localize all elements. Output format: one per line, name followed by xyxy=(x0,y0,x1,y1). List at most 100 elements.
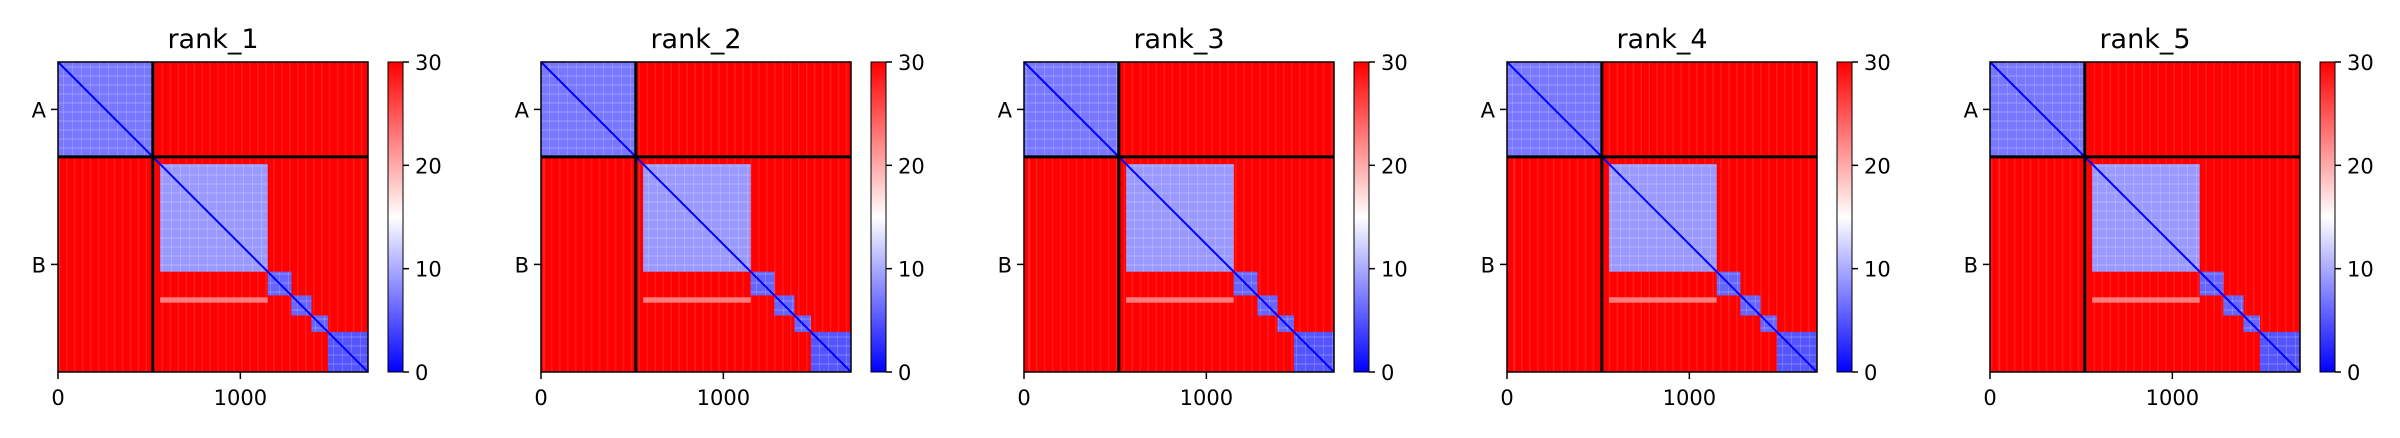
heatmap-streak xyxy=(328,62,331,372)
y-tick-label: B xyxy=(1964,253,1978,277)
heatmap-streak xyxy=(566,62,569,372)
diagonal xyxy=(540,61,852,373)
heatmap-streak xyxy=(1990,62,1993,372)
heatmap-streak xyxy=(1799,62,1802,372)
heatmap-streak xyxy=(1235,62,1237,372)
heatmap-streak xyxy=(1568,62,1571,372)
heatmap-streak xyxy=(1998,62,2000,372)
heatmap-streak xyxy=(1728,62,1730,372)
heatmap-streak xyxy=(782,62,784,372)
heatmap-streak xyxy=(582,62,585,372)
heatmap-streak xyxy=(2045,62,2048,372)
heatmap-streak xyxy=(129,62,132,372)
x-tick-label: 0 xyxy=(1983,386,1996,410)
heatmap-streak xyxy=(2284,62,2287,372)
heatmap-streak xyxy=(790,62,792,372)
heatmap-streak xyxy=(1115,62,1118,372)
heatmap-streak xyxy=(543,62,546,372)
heatmap-streak xyxy=(1560,62,1563,372)
heatmap-streak xyxy=(2061,62,2064,372)
diagonal xyxy=(1989,61,2301,373)
panel-4: rank_4 A B 0 1000 0 10 20 30 xyxy=(1481,24,1891,410)
heatmap-streak xyxy=(2260,62,2263,372)
diagonal xyxy=(57,61,369,373)
heatmap-streak xyxy=(2205,62,2207,372)
y-tick-label: A xyxy=(998,98,1013,122)
heatmap-streak xyxy=(1091,62,1094,372)
heatmap-streak xyxy=(1736,62,1738,372)
heatmap-streak xyxy=(1243,62,1245,372)
colorbar-tick-label: 10 xyxy=(2347,258,2374,282)
colorbar xyxy=(387,61,404,373)
heatmap-streak xyxy=(1259,62,1261,372)
y-tick-label: B xyxy=(515,253,529,277)
heatmap-streak xyxy=(1544,62,1547,372)
heatmap-streak xyxy=(813,62,816,372)
heatmap-streak xyxy=(1584,62,1587,372)
heatmap-streak xyxy=(1752,62,1754,372)
heatmap-streak xyxy=(1314,62,1317,372)
heatmap-stripe xyxy=(1609,297,1717,303)
heatmap-streak xyxy=(2268,62,2271,372)
colorbar-tick-label: 30 xyxy=(1381,51,1408,75)
heatmap-streak xyxy=(2253,62,2255,372)
heatmap-streak xyxy=(1298,62,1301,372)
panel-title: rank_5 xyxy=(2099,24,2190,55)
panel-5: rank_5 A B 0 1000 0 10 20 30 xyxy=(1964,24,2374,410)
heatmap-streak xyxy=(2221,62,2223,372)
heatmap-streak xyxy=(1083,62,1086,372)
heatmap-streak xyxy=(2245,62,2247,372)
heatmap-streak xyxy=(2005,62,2008,372)
heatmap-streak xyxy=(2013,62,2016,372)
heatmap-streak xyxy=(73,62,76,372)
y-tick-label: A xyxy=(1481,98,1496,122)
heatmap-streak xyxy=(313,62,315,372)
heatmap-streak xyxy=(1035,62,1038,372)
axes-frame xyxy=(1989,61,2301,373)
axes-frame xyxy=(1023,61,1335,373)
panel-1: rank_1 A B 0 1000 0 10 20 30 xyxy=(32,24,442,410)
y-tick-label: A xyxy=(32,98,47,122)
heatmap-streak xyxy=(2085,62,2088,372)
axes-frame xyxy=(57,61,369,373)
y-tick-label: B xyxy=(32,253,46,277)
heatmap-streak xyxy=(2229,62,2231,372)
heatmap-streak xyxy=(1028,62,1030,372)
heatmap-streak xyxy=(845,62,848,372)
heatmap-streak xyxy=(805,62,808,372)
heatmap-streak xyxy=(1051,62,1054,372)
heatmap-streak xyxy=(58,62,61,372)
y-tick-label: A xyxy=(515,98,530,122)
x-tick-label: 0 xyxy=(1500,386,1513,410)
heatmap-streak xyxy=(630,62,633,372)
heatmap-streak xyxy=(2077,62,2080,372)
heatmap-stripe xyxy=(1126,297,1234,303)
panel-2: rank_2 A B 0 1000 0 10 20 30 xyxy=(515,24,925,410)
heatmap-streak xyxy=(137,62,140,372)
diagonal xyxy=(1023,61,1335,373)
colorbar xyxy=(870,61,887,373)
heatmap-streak xyxy=(606,62,609,372)
heatmap-streak xyxy=(750,62,752,372)
colorbar-tick-label: 0 xyxy=(898,361,911,385)
heatmap-streak xyxy=(1520,62,1523,372)
colorbar-tick-label: 10 xyxy=(1381,258,1408,282)
diagonal xyxy=(1506,61,1818,373)
heatmap-streak xyxy=(1720,62,1722,372)
x-tick-label: 0 xyxy=(534,386,547,410)
heatmap-streak xyxy=(1513,62,1516,372)
y-tick-label: B xyxy=(998,253,1012,277)
heatmap-streak xyxy=(105,62,108,372)
colorbar-tick-label: 20 xyxy=(2347,154,2374,178)
colorbar-tick-label: 0 xyxy=(2347,361,2360,385)
panel-title: rank_2 xyxy=(650,24,741,55)
heatmap-streak xyxy=(1744,62,1746,372)
heatmap-stripe xyxy=(643,297,751,303)
heatmap-streak xyxy=(344,62,347,372)
heatmap-streak xyxy=(97,62,100,372)
y-tick-label: B xyxy=(1481,253,1495,277)
heatmap-streak xyxy=(81,62,84,372)
x-tick-label: 1000 xyxy=(214,386,267,410)
colorbar-tick-label: 30 xyxy=(1864,51,1891,75)
colorbar-tick-label: 0 xyxy=(1381,361,1394,385)
